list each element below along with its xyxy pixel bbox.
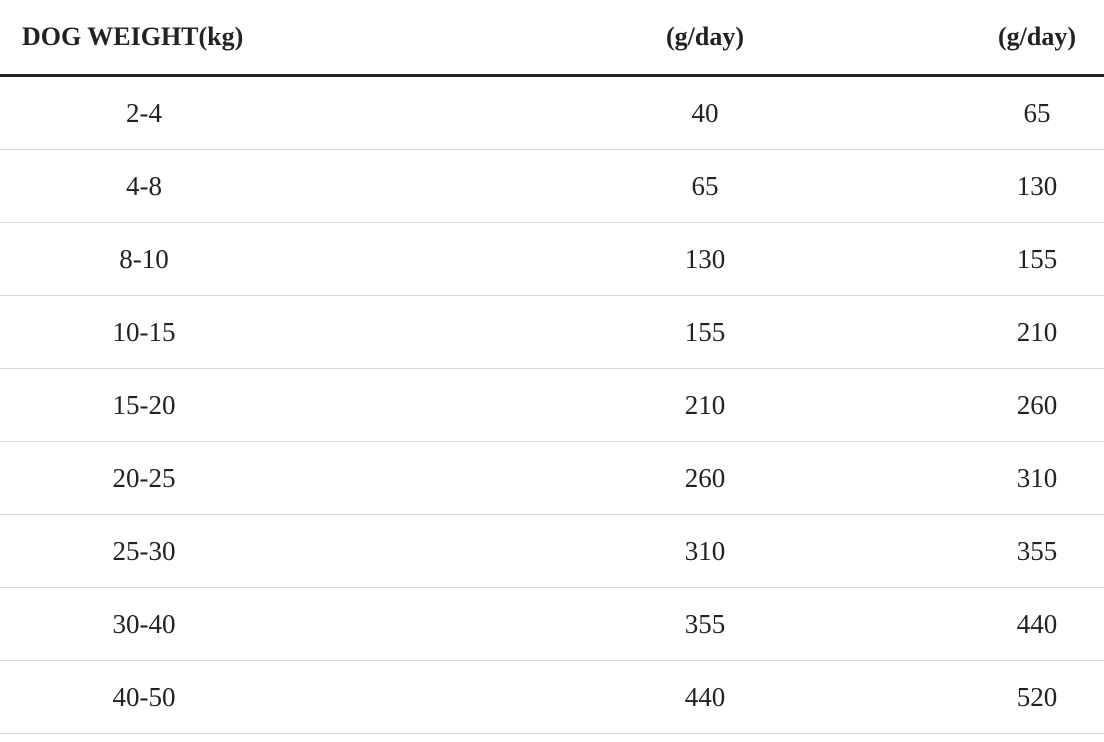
table-cell: 260 [1016, 389, 1058, 420]
table-cell: 210 [684, 389, 726, 420]
header-row: DOG WEIGHT(kg) (g/day) (g/day) [0, 0, 1104, 77]
table-cell: 40-50 [112, 681, 176, 712]
table-cell: 440 [684, 681, 726, 712]
header-cell: (g/day) [998, 22, 1076, 51]
table-row: 8-10 130 155 [0, 223, 1104, 296]
table-cell: 65 [1023, 97, 1051, 128]
table-row: 2-4 40 65 [0, 77, 1104, 150]
table-cell: 30-40 [112, 608, 176, 639]
table-cell: 25-30 [112, 535, 176, 566]
table-cell: 310 [1016, 462, 1058, 493]
table-row: 25-30 310 355 [0, 515, 1104, 588]
table-cell: 440 [1016, 608, 1058, 639]
table-row: 10-15 155 210 [0, 296, 1104, 369]
header-cell: DOG WEIGHT(kg) [22, 22, 244, 51]
table-cell: 4-8 [126, 170, 162, 201]
table-row: 30-40 355 440 [0, 588, 1104, 661]
table-cell: 355 [1016, 535, 1058, 566]
table-cell: 355 [684, 608, 726, 639]
table-cell: 2-4 [126, 97, 162, 128]
table-cell: 20-25 [112, 462, 176, 493]
table-cell: 130 [1016, 170, 1058, 201]
header-cell: (g/day) [666, 22, 744, 51]
table-cell: 10-15 [112, 316, 176, 347]
table-cell: 520 [1016, 681, 1058, 712]
table-row: 40-50 440 520 [0, 661, 1104, 734]
table-row: 4-8 65 130 [0, 150, 1104, 223]
table-cell: 130 [684, 243, 726, 274]
table-cell: 65 [691, 170, 719, 201]
table-cell: 15-20 [112, 389, 176, 420]
table-row: 20-25 260 310 [0, 442, 1104, 515]
table-cell: 8-10 [119, 243, 169, 274]
table-row: 15-20 210 260 [0, 369, 1104, 442]
table-cell: 310 [684, 535, 726, 566]
table-cell: 155 [684, 316, 726, 347]
table-cell: 155 [1016, 243, 1058, 274]
table-cell: 40 [691, 97, 719, 128]
table-cell: 260 [684, 462, 726, 493]
table-cell: 210 [1016, 316, 1058, 347]
